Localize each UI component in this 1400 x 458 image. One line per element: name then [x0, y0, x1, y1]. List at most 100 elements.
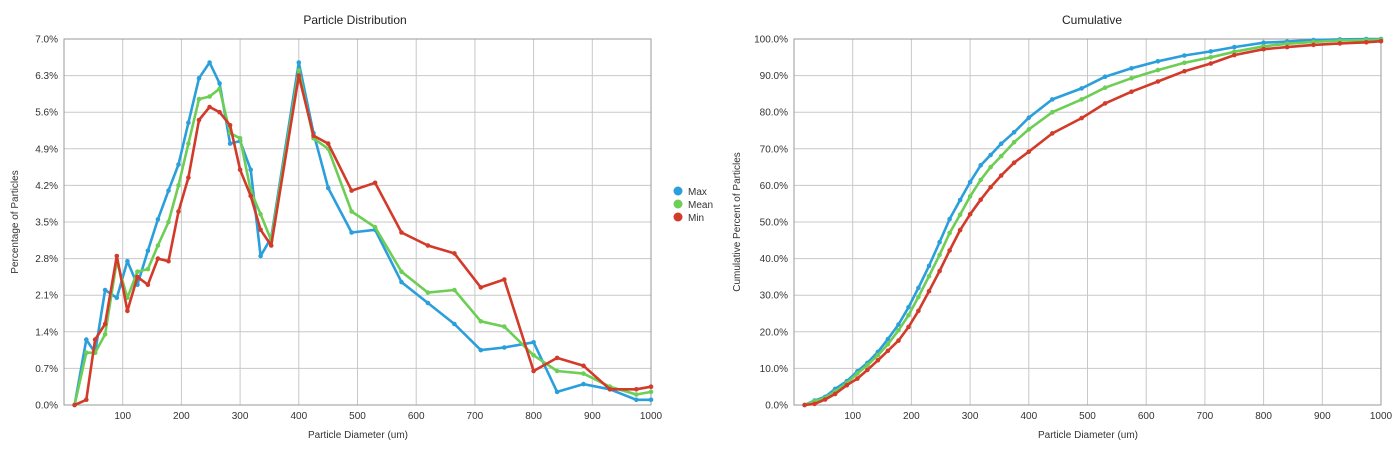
- chart2-series-max-point: [1261, 40, 1266, 45]
- chart1-y-tick-label: 2.1%: [35, 291, 58, 302]
- chart1-series-max-point: [478, 347, 484, 353]
- chart2-series-mean-point: [1079, 97, 1084, 102]
- chart1-series-mean-point: [207, 94, 212, 99]
- chart1-y-tick-label: 5.6%: [35, 108, 58, 119]
- chart1-series-mean-point: [349, 209, 354, 214]
- chart1-series-mean-point: [648, 389, 654, 395]
- chart1-series-max-point: [217, 81, 222, 86]
- chart1-series-min-point: [145, 282, 151, 288]
- chart2-series-max-point: [906, 305, 911, 310]
- chart2-series-mean-point: [988, 164, 993, 170]
- chart2-series-min-point: [844, 382, 850, 388]
- chart1-x-tick-label: 100: [114, 411, 131, 422]
- chart1-series-min-point: [258, 227, 263, 233]
- chart2-y-tick-label: 20.0%: [760, 327, 788, 338]
- chart1-series-min-point: [268, 243, 274, 248]
- chart1-y-tick-label: 0.7%: [35, 364, 58, 375]
- chart1-series-max-point: [634, 397, 639, 403]
- legend-swatch-min: [673, 212, 683, 222]
- chart1-series-min-point: [349, 188, 354, 193]
- chart2-series-mean-point: [855, 371, 860, 376]
- chart2-series-min-point: [1284, 44, 1290, 50]
- chart1-series-mean-point: [296, 68, 302, 73]
- chart2-series-mean-point: [896, 328, 901, 333]
- chart1-series-max-point: [502, 345, 507, 350]
- chart1-y-tick-label: 4.2%: [35, 181, 58, 192]
- chart2-series-min-point: [875, 358, 881, 363]
- chart2-x-axis-label: Particle Diameter (um): [1038, 430, 1138, 441]
- chart1-plot-area: 0.0% 0.7% 1.4% 2.1% 2.8% 3.5% 4.2% 4.9% 5.6% 6.3%…: [35, 35, 662, 423]
- chart2-series-max-point: [1026, 115, 1032, 120]
- chart1-series-max-point: [531, 340, 536, 345]
- chart2-series-min-point: [1378, 38, 1384, 44]
- chart2-series-mean-point: [978, 177, 983, 183]
- chart1-series-mean-point: [102, 332, 108, 337]
- chart2-y-tick-label: 0.0%: [765, 401, 788, 412]
- chart2-series-mean-point: [1026, 127, 1032, 132]
- chart1-series-max-point: [114, 295, 120, 301]
- chart2-x-tick-label: 700: [1197, 411, 1214, 422]
- chart2-series-min-point: [1311, 42, 1316, 48]
- chart2-series-max-point: [937, 239, 942, 245]
- chart2-series-max-point: [978, 163, 983, 168]
- chart1-series-min-point: [166, 258, 171, 264]
- chart2-series-min-point: [855, 376, 860, 381]
- chart2-series-mean-point: [1284, 41, 1290, 47]
- chart1-title: Particle Distribution: [303, 13, 406, 27]
- chart1-series-max-point: [102, 287, 108, 293]
- chart1-y-tick-label: 4.9%: [35, 144, 58, 155]
- chart1-series-min-point: [607, 387, 613, 392]
- chart2-series-mean-point: [1155, 67, 1161, 73]
- chart1-series-max-point: [399, 279, 404, 285]
- chart1-y-tick-label: 7.0%: [35, 35, 58, 46]
- chart1-series-min-point: [155, 256, 161, 261]
- chart1-y-tick-label: 2.8%: [35, 254, 58, 265]
- chart1-series-min-point: [186, 175, 191, 180]
- chart2-series-min-point: [1261, 46, 1266, 52]
- chart2-series-min-point: [1364, 40, 1369, 45]
- chart2-series-mean-point: [1182, 60, 1187, 66]
- chart2-series-min-point: [1155, 79, 1161, 84]
- chart1-series-mean-point: [399, 269, 404, 275]
- chart1-series-min-point: [114, 253, 120, 259]
- chart1-series-min-point: [176, 209, 181, 214]
- chart2-series-min-point: [967, 212, 973, 217]
- chart2-plot-area: 0.0% 10.0% 20.0% 30.0% 40.0% 50.0% 60.0% 70.0% 8…: [754, 35, 1392, 423]
- chart1-series-mean-point: [196, 96, 202, 102]
- chart1-x-tick-label: 300: [232, 411, 249, 422]
- chart1-x-tick-label: 700: [467, 411, 484, 422]
- chart1-series-mean-point: [217, 86, 222, 91]
- chart2-series-max-point: [885, 336, 891, 342]
- chart1-series-min-point: [554, 355, 560, 361]
- chart2-series-min-point: [957, 227, 963, 233]
- chart1-series-min-point: [135, 274, 140, 280]
- chart1-series-mean-point: [372, 224, 378, 230]
- chart1-series-max-point: [325, 185, 331, 191]
- chart1-series-mean-point: [452, 287, 457, 293]
- chart2-series-min-point: [1079, 115, 1084, 121]
- chart1-series-min-point: [217, 109, 222, 115]
- chart1-series-max-point: [425, 300, 431, 306]
- chart1-series-max-point: [581, 381, 586, 387]
- chart2-y-tick-label: 60.0%: [760, 181, 788, 192]
- chart2-y-tick-label: 50.0%: [760, 218, 788, 229]
- chart1-series-min-point: [125, 308, 130, 314]
- chart2-series-mean-point: [957, 212, 963, 217]
- chart2-series-min-point: [1182, 68, 1187, 74]
- chart2-series-mean-point: [875, 352, 881, 358]
- chart2-x-tick-label: 500: [1079, 411, 1096, 422]
- chart2-series-max-point: [947, 216, 952, 222]
- chart2-y-tick-label: 100.0%: [754, 35, 788, 46]
- chart2-x-tick-label: 300: [962, 411, 979, 422]
- chart2-series-max-point: [1050, 97, 1055, 102]
- chart1-series-mean-point: [425, 290, 431, 295]
- chart1-series-mean-line: [73, 69, 653, 407]
- chart1-x-tick-label: 1000: [640, 411, 663, 422]
- chart1-series-min-point: [227, 123, 233, 128]
- chart2-x-tick-label: 100: [844, 411, 861, 422]
- chart1-series-mean-point: [478, 319, 484, 324]
- chart2-x-tick-label: 600: [1138, 411, 1155, 422]
- chart1-series-min-point: [196, 117, 202, 123]
- chart2-series-min-point: [947, 248, 952, 253]
